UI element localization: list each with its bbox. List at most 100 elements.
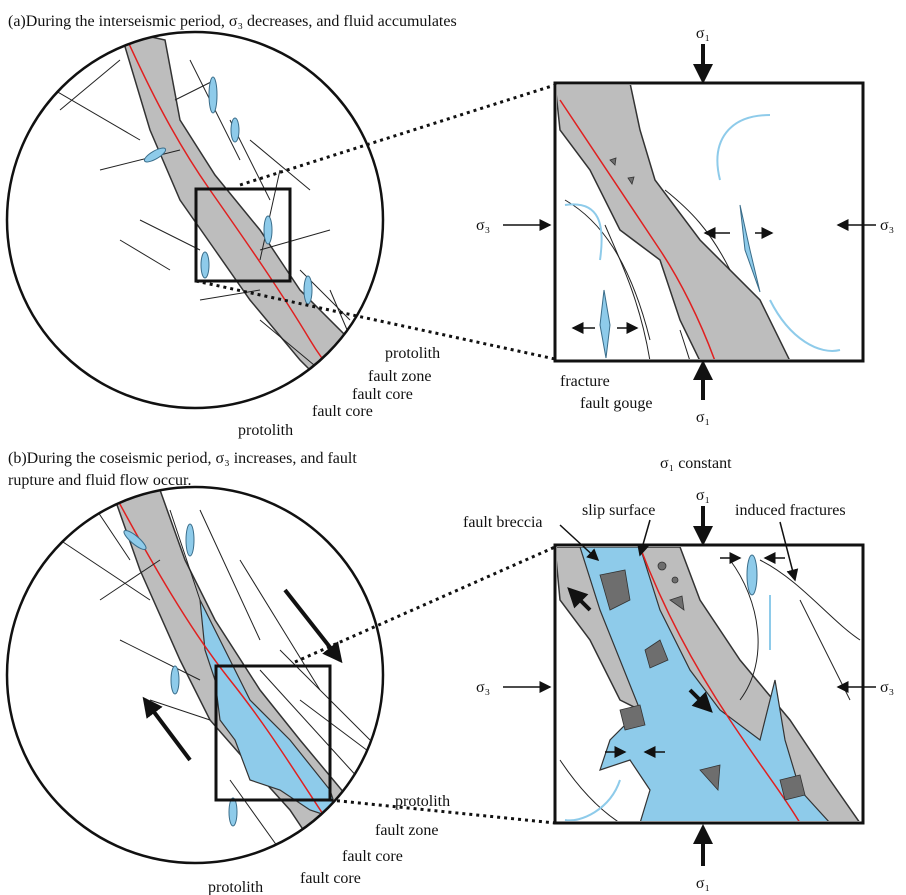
- stress-label: σ₃: [476, 679, 490, 696]
- circle-a-sketch: [263, 215, 273, 245]
- square-a-sketch: [564, 189, 731, 359]
- box-label: induced fractures: [735, 502, 846, 519]
- square-a-sketch: [604, 224, 651, 359]
- circle-b-sketch: [119, 639, 201, 681]
- zoom-line: [294, 545, 556, 664]
- box-label: slip surface: [582, 502, 655, 519]
- circle-a-sketch: [119, 239, 171, 271]
- circle-b-sketch: [114, 494, 341, 841]
- circle-a-sketch: [118, 32, 383, 401]
- box-label: fracture: [560, 373, 610, 390]
- circle-label: fault core: [312, 403, 373, 420]
- circle-label: protolith: [395, 793, 450, 810]
- square-b-sketch: [799, 599, 851, 701]
- square-b-sketch: [567, 587, 592, 612]
- circle-label: fault core: [352, 386, 413, 403]
- square-a-sketch: [769, 299, 841, 352]
- circle-a-sketch: [99, 149, 181, 171]
- circle-a-sketch: [259, 229, 331, 251]
- square-b-sketch: [699, 764, 721, 791]
- circle-b-sketch: [123, 529, 147, 551]
- square-a-sketch: [559, 99, 716, 359]
- square-b-sketch: [759, 559, 861, 641]
- circle-a-sketch: [143, 147, 167, 163]
- circle-b-sketch: [59, 487, 382, 863]
- circle-b-sketch: [229, 779, 281, 851]
- square-b-sketch: [779, 774, 806, 801]
- stress-label: σ₁: [696, 875, 710, 892]
- circle-a-sketch: [139, 219, 201, 251]
- panel-title: (b)During the coseismic period, σ₃ incre…: [8, 450, 357, 467]
- panel-title: rupture and fluid flow occur.: [8, 472, 192, 489]
- stress-label: σ₃: [476, 217, 490, 234]
- pointer: [637, 519, 651, 557]
- zoom-line: [239, 83, 556, 187]
- box-label: fault breccia: [463, 514, 543, 531]
- circle-label: fault zone: [375, 822, 439, 839]
- circle-label: protolith: [385, 345, 440, 362]
- circle-a-sketch: [249, 139, 311, 191]
- circle-label: fault core: [300, 870, 361, 887]
- stress-label: σ₁: [696, 487, 710, 504]
- stress-label: σ₃: [880, 217, 894, 234]
- stress-label: σ₁: [696, 409, 710, 426]
- square-b-sketch: [729, 559, 759, 701]
- circle-label: fault zone: [368, 368, 432, 385]
- circle-a-sketch: [199, 289, 261, 301]
- square-b-sketch: [619, 704, 646, 731]
- square-b-sketch: [746, 554, 758, 596]
- square-a-sketch: [557, 85, 841, 359]
- panel-title: (a)During the interseismic period, σ₃ de…: [8, 13, 457, 30]
- circle-b-sketch: [59, 539, 151, 601]
- zoom-box: [194, 187, 292, 283]
- circle-outline: [5, 30, 385, 410]
- circle-a-sketch: [200, 251, 210, 279]
- circle-b-sketch: [228, 797, 238, 827]
- square-b-sketch: [671, 576, 679, 584]
- square-a-sketch: [564, 203, 603, 261]
- shear-arrow: [283, 588, 343, 664]
- square-a-sketch: [599, 289, 611, 359]
- zoom-box: [214, 664, 332, 802]
- circle-b-sketch: [108, 487, 382, 863]
- pointer: [779, 521, 799, 582]
- square-b-sketch: [599, 569, 631, 611]
- circle-a-sketch: [259, 319, 321, 371]
- circle-a-sketch: [19, 69, 141, 141]
- square-a-sketch: [564, 199, 651, 341]
- stress-label: σ₃: [880, 679, 894, 696]
- square-b-sketch: [639, 547, 800, 821]
- square-b-sketch: [669, 595, 685, 611]
- circle-b-sketch: [99, 559, 161, 601]
- pointer: [559, 524, 600, 562]
- square-a-sketch: [664, 189, 731, 271]
- circle-label: protolith: [208, 879, 263, 895]
- circle-b-sketch: [279, 649, 371, 741]
- circle-a-sketch: [59, 59, 121, 111]
- square-b-sketch: [559, 759, 618, 821]
- circle-a-sketch: [230, 117, 240, 143]
- circle-b-sketch: [169, 509, 201, 601]
- square-a-sketch: [716, 114, 771, 181]
- circle-label: fault core: [342, 848, 403, 865]
- square-b-sketch: [557, 547, 861, 821]
- circle-a-sketch: [19, 32, 383, 408]
- square-a-sketch: [609, 157, 617, 166]
- square-a-sketch: [557, 85, 790, 359]
- square-b-sketch: [644, 639, 669, 669]
- circle-b-sketch: [239, 559, 321, 691]
- note: σ₁ constant: [660, 455, 732, 472]
- shear-arrow: [142, 696, 192, 762]
- circle-a-sketch: [208, 76, 218, 114]
- box-label: fault gouge: [580, 395, 652, 412]
- square-a-sketch: [739, 204, 761, 293]
- circle-b-sketch: [259, 669, 361, 781]
- zoom-line: [329, 798, 556, 825]
- square-b-sketch: [657, 561, 667, 571]
- circle-b-sketch: [185, 523, 195, 557]
- square-a-sketch: [679, 329, 690, 359]
- square-b-sketch: [564, 779, 621, 821]
- circle-b-sketch: [199, 509, 261, 641]
- circle-a-sketch: [174, 79, 216, 101]
